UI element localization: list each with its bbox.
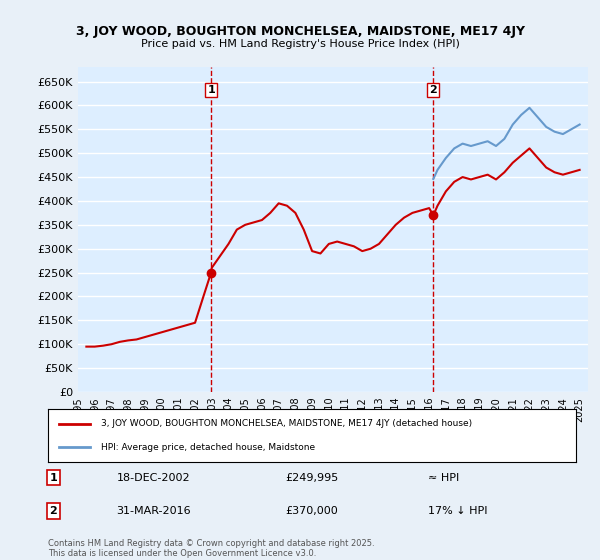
Text: ≈ HPI: ≈ HPI <box>428 473 460 483</box>
Text: HPI: Average price, detached house, Maidstone: HPI: Average price, detached house, Maid… <box>101 442 315 451</box>
Text: 3, JOY WOOD, BOUGHTON MONCHELSEA, MAIDSTONE, ME17 4JY (detached house): 3, JOY WOOD, BOUGHTON MONCHELSEA, MAIDST… <box>101 419 472 428</box>
Text: 18-DEC-2002: 18-DEC-2002 <box>116 473 190 483</box>
Text: Price paid vs. HM Land Registry's House Price Index (HPI): Price paid vs. HM Land Registry's House … <box>140 39 460 49</box>
Text: 31-MAR-2016: 31-MAR-2016 <box>116 506 191 516</box>
Text: £249,995: £249,995 <box>286 473 339 483</box>
Text: 17% ↓ HPI: 17% ↓ HPI <box>428 506 488 516</box>
Text: Contains HM Land Registry data © Crown copyright and database right 2025.
This d: Contains HM Land Registry data © Crown c… <box>48 539 374 558</box>
Text: 1: 1 <box>49 473 57 483</box>
Text: 2: 2 <box>49 506 57 516</box>
Text: 3, JOY WOOD, BOUGHTON MONCHELSEA, MAIDSTONE, ME17 4JY: 3, JOY WOOD, BOUGHTON MONCHELSEA, MAIDST… <box>76 25 524 38</box>
Text: £370,000: £370,000 <box>286 506 338 516</box>
Text: 1: 1 <box>207 85 215 95</box>
Text: 2: 2 <box>430 85 437 95</box>
